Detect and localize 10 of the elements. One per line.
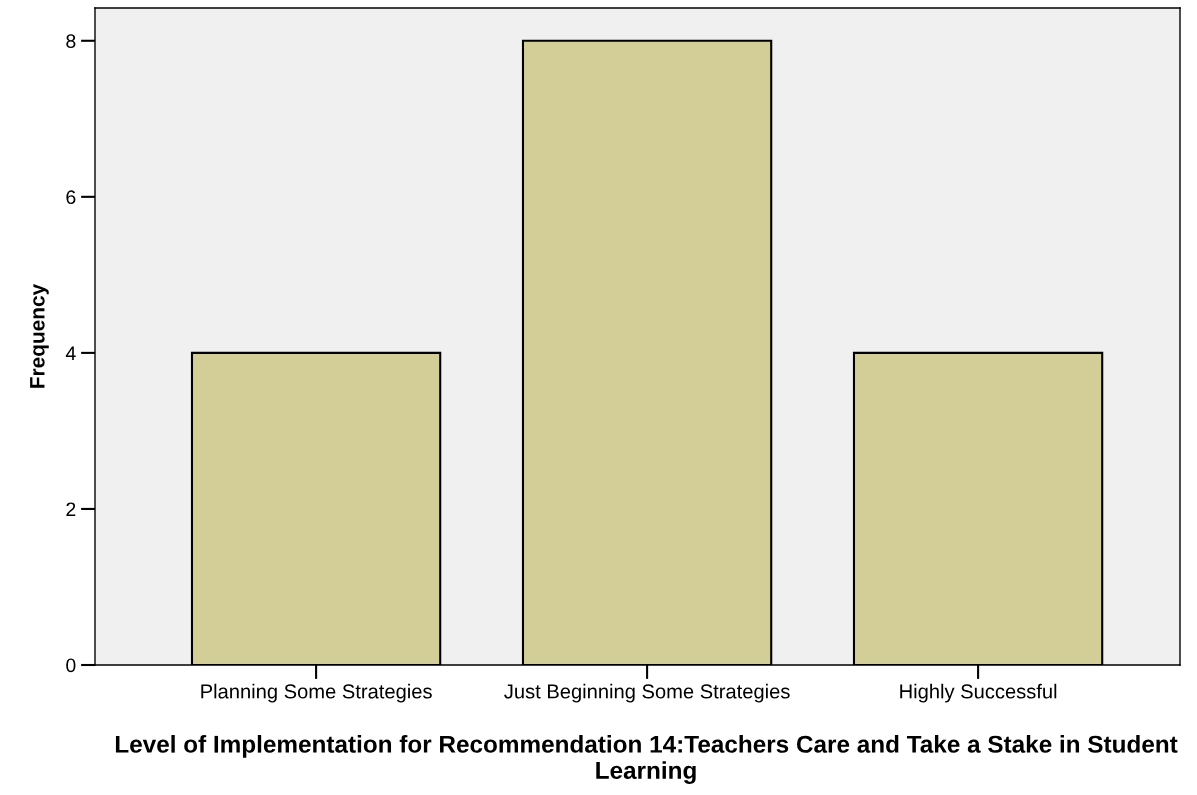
- y-tick-label: 6: [66, 190, 76, 205]
- y-tick-label: 8: [66, 34, 76, 49]
- y-tick-label: 0: [66, 658, 76, 673]
- y-tick-label: 4: [65, 346, 76, 360]
- y-axis-title: Frequency: [30, 283, 49, 388]
- x-axis-title: Level of Implementation for Recommendation 14:Teachers Care and Take a Stake in Student Learning: [115, 735, 1178, 784]
- x-tick-label: Planning Some Strategies: [201, 683, 432, 703]
- x-tick-label: Highly Successful: [900, 683, 1057, 703]
- x-tick-label: Just Beginning Some Strategies: [504, 683, 790, 703]
- y-tick-label: 2: [66, 502, 76, 516]
